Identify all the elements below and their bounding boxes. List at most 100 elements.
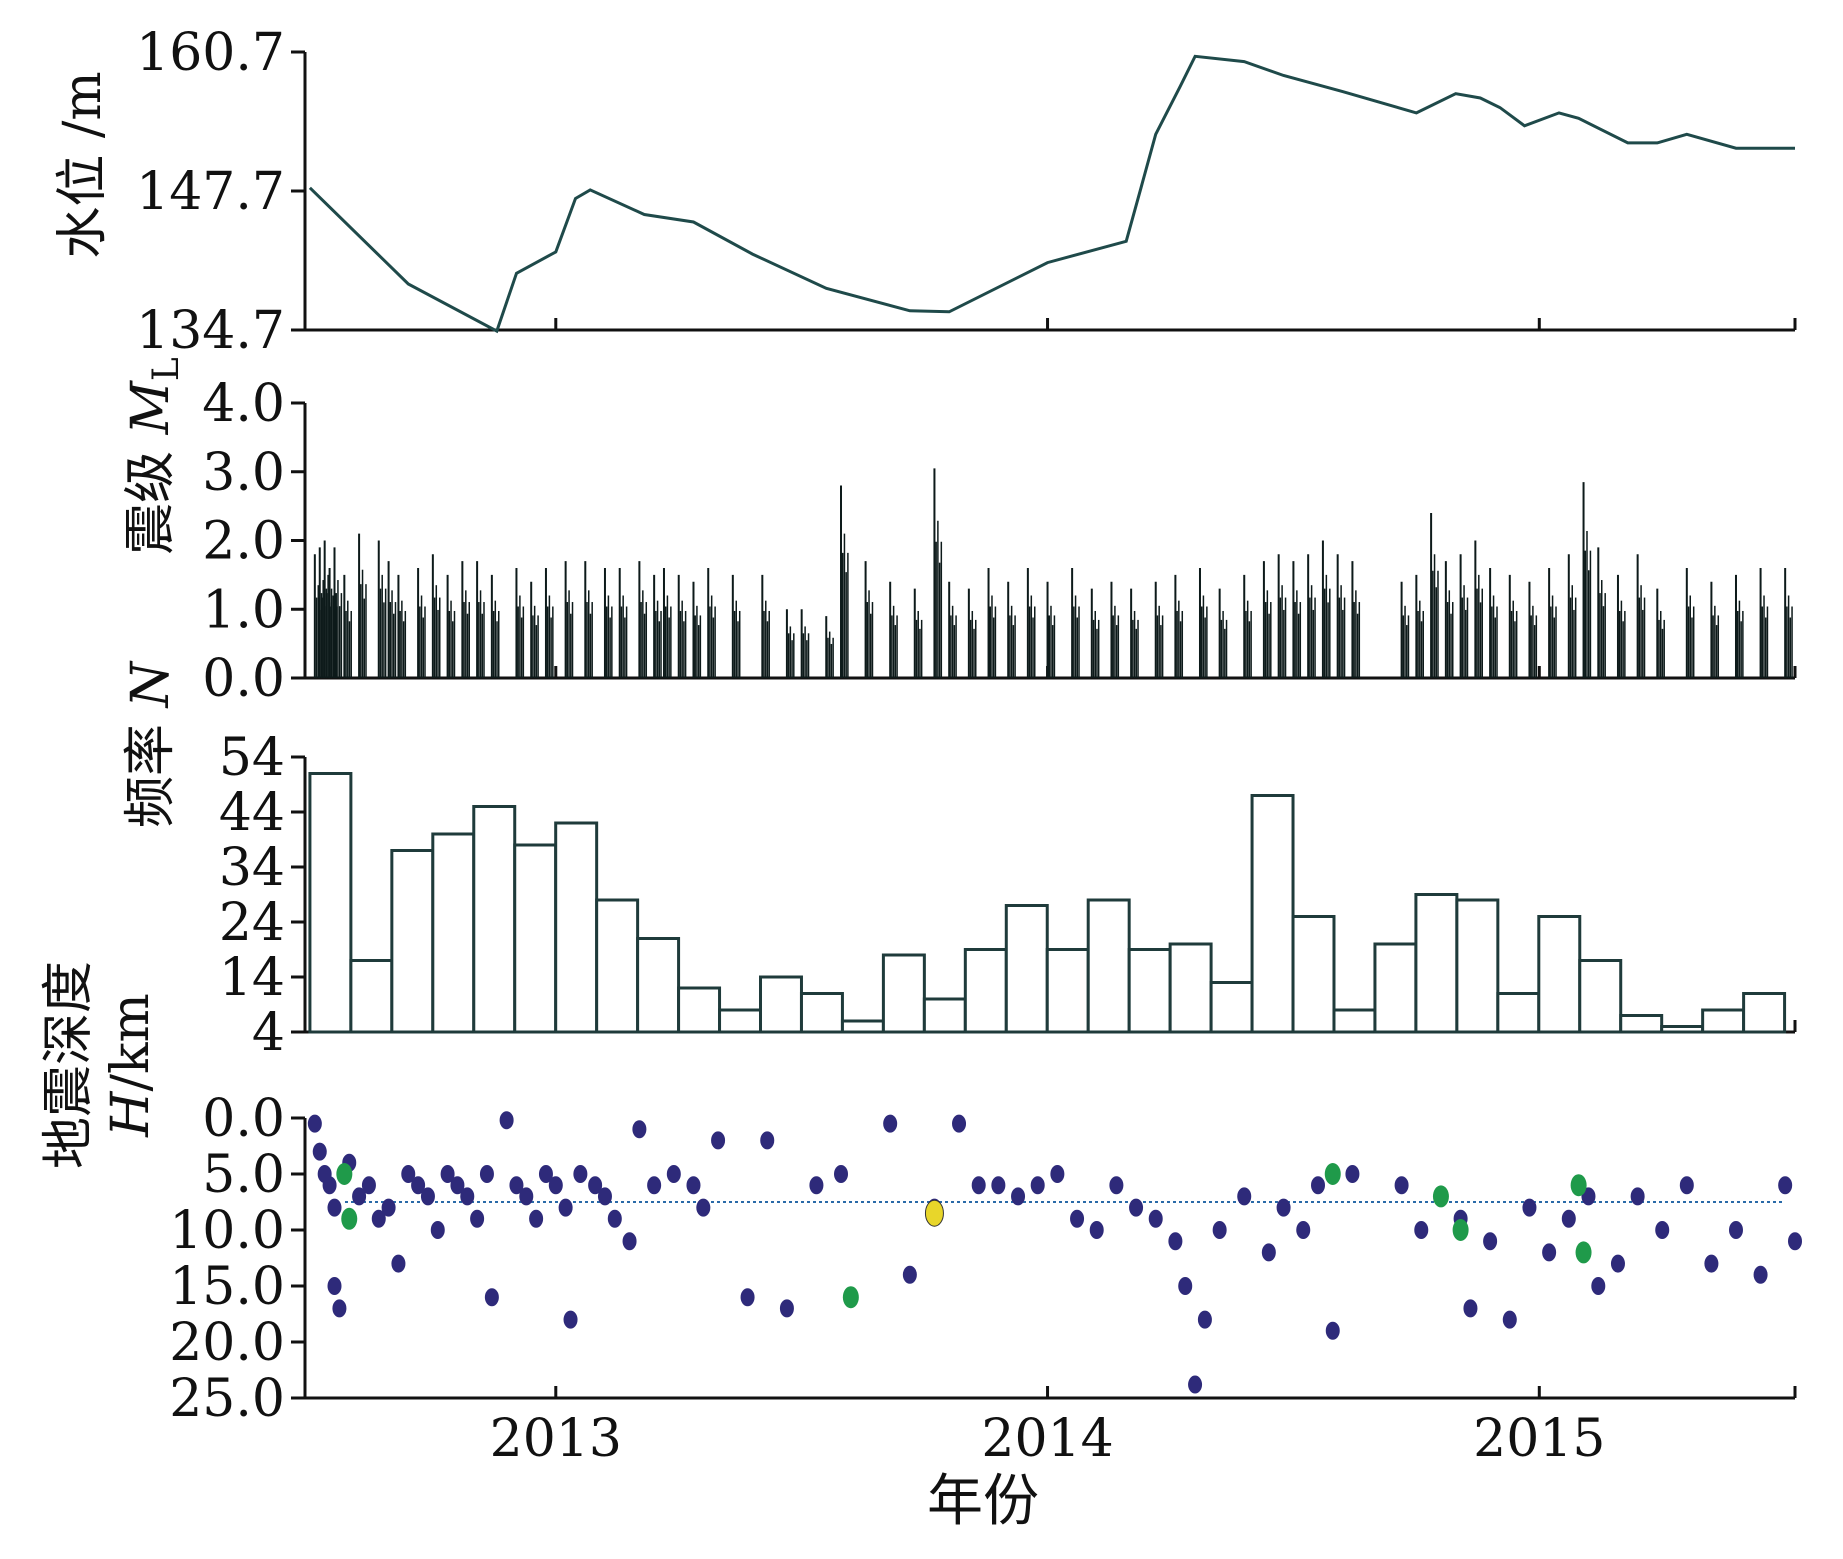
year-label: 2015 bbox=[1473, 1409, 1605, 1469]
depth-point bbox=[1394, 1176, 1409, 1195]
depth-point bbox=[371, 1209, 386, 1228]
frequency-bar bbox=[840, 1019, 885, 1034]
frequency-bar bbox=[1086, 898, 1131, 1034]
depth-point bbox=[1070, 1209, 1085, 1228]
depth-y-tick-label: 20.0 bbox=[169, 1313, 285, 1373]
panel-water-level: 134.7 147.7 160.7 水位 /m bbox=[53, 23, 1797, 361]
depth-point bbox=[1178, 1277, 1193, 1295]
year-label: 2013 bbox=[490, 1409, 622, 1469]
depth-point bbox=[312, 1142, 327, 1161]
depth-point bbox=[1011, 1187, 1026, 1206]
frequency-y-tick-label: 24 bbox=[219, 893, 285, 953]
depth-point bbox=[430, 1221, 445, 1239]
frequency-bar bbox=[1742, 992, 1787, 1034]
depth-point bbox=[1212, 1221, 1227, 1239]
frequency-bar bbox=[1250, 794, 1295, 1034]
depth-point bbox=[499, 1111, 514, 1130]
depth-point bbox=[307, 1114, 322, 1133]
frequency-bars bbox=[308, 772, 1787, 1034]
depth-point bbox=[1463, 1299, 1478, 1318]
water-level-axes bbox=[291, 50, 1797, 332]
water-level-y-tick-label: 147.7 bbox=[136, 162, 285, 222]
depth-point bbox=[322, 1176, 337, 1195]
depth-point bbox=[401, 1165, 416, 1183]
frequency-ylabel-prefix: 频率 bbox=[121, 707, 181, 828]
depth-point bbox=[1129, 1198, 1144, 1217]
frequency-bar bbox=[718, 1008, 763, 1034]
depth-point bbox=[391, 1254, 406, 1273]
frequency-y-tick-label: 54 bbox=[219, 728, 285, 788]
depth-point bbox=[1109, 1176, 1124, 1195]
depth-point bbox=[1778, 1176, 1793, 1195]
depth-point bbox=[1276, 1198, 1291, 1217]
frequency-bar bbox=[1578, 959, 1623, 1034]
depth-point bbox=[381, 1198, 396, 1217]
frequency-bar bbox=[308, 772, 353, 1034]
depth-point bbox=[588, 1176, 603, 1195]
water-level-y-tick-label: 160.7 bbox=[136, 23, 285, 83]
depth-point bbox=[538, 1165, 553, 1183]
depth-point bbox=[1050, 1165, 1065, 1183]
magnitude-tick-labels: 0.0 1.0 2.0 3.0 4.0 bbox=[202, 374, 285, 709]
depth-point bbox=[548, 1176, 563, 1195]
depth-point bbox=[450, 1176, 465, 1195]
depth-point bbox=[1655, 1221, 1670, 1239]
depth-point bbox=[809, 1176, 824, 1195]
frequency-bar bbox=[431, 832, 476, 1034]
depth-point bbox=[332, 1299, 347, 1318]
depth-point bbox=[1414, 1221, 1429, 1239]
depth-point bbox=[740, 1288, 755, 1307]
frequency-bar bbox=[472, 805, 517, 1034]
water-level-tick-labels: 134.7 147.7 160.7 bbox=[136, 23, 285, 361]
depth-y-tick-label: 0.0 bbox=[202, 1089, 285, 1149]
frequency-bar bbox=[1127, 948, 1172, 1034]
depth-point bbox=[1542, 1243, 1557, 1262]
depth-point bbox=[902, 1265, 917, 1284]
depth-point bbox=[563, 1310, 578, 1329]
depth-point bbox=[411, 1176, 426, 1195]
depth-point bbox=[883, 1114, 898, 1133]
depth-point bbox=[971, 1176, 986, 1195]
depth-point bbox=[1788, 1232, 1802, 1251]
magnitude-y-tick-label: 1.0 bbox=[202, 580, 285, 640]
depth-point bbox=[1237, 1187, 1252, 1206]
depth-point bbox=[597, 1187, 612, 1206]
depth-point bbox=[1522, 1198, 1537, 1217]
frequency-bar bbox=[1168, 942, 1213, 1034]
frequency-bar bbox=[922, 997, 967, 1034]
frequency-bar bbox=[963, 948, 1008, 1034]
depth-point-green bbox=[1432, 1185, 1449, 1208]
depth-point bbox=[1728, 1221, 1743, 1239]
depth-point bbox=[440, 1165, 455, 1183]
depth-point bbox=[1311, 1176, 1326, 1195]
depth-ylabel-line1: 地震深度 bbox=[39, 961, 99, 1169]
depth-point bbox=[1030, 1176, 1045, 1195]
depth-point bbox=[1197, 1310, 1212, 1329]
depth-point bbox=[607, 1209, 622, 1228]
frequency-bar bbox=[1701, 1008, 1746, 1034]
depth-point bbox=[352, 1187, 367, 1206]
frequency-bar bbox=[1414, 893, 1459, 1034]
magnitude-ylabel-sub: L bbox=[146, 357, 187, 381]
magnitude-ylabel-symbol: M bbox=[121, 379, 181, 435]
frequency-bar bbox=[1045, 948, 1090, 1034]
depth-point bbox=[1089, 1221, 1104, 1239]
depth-point bbox=[1296, 1221, 1311, 1239]
depth-ylabel-symbol: H bbox=[101, 1090, 161, 1138]
panel-depth: 0.05.010.015.020.025.0 地震深度 H/km bbox=[39, 961, 1802, 1429]
depth-point bbox=[484, 1288, 499, 1307]
frequency-bar bbox=[636, 937, 681, 1034]
frequency-bar bbox=[799, 992, 844, 1034]
magnitude-y-tick-label: 3.0 bbox=[202, 443, 285, 503]
frequency-y-tick-label: 44 bbox=[219, 783, 285, 843]
depth-point bbox=[1483, 1232, 1498, 1251]
depth-point-yellow bbox=[924, 1199, 944, 1227]
year-label: 2014 bbox=[981, 1409, 1113, 1469]
depth-point bbox=[479, 1165, 494, 1183]
depth-ylabel-unit: /km bbox=[101, 993, 161, 1091]
depth-y-tick-label: 25.0 bbox=[169, 1369, 285, 1429]
depth-point bbox=[779, 1299, 794, 1318]
frequency-bar bbox=[1004, 904, 1049, 1034]
